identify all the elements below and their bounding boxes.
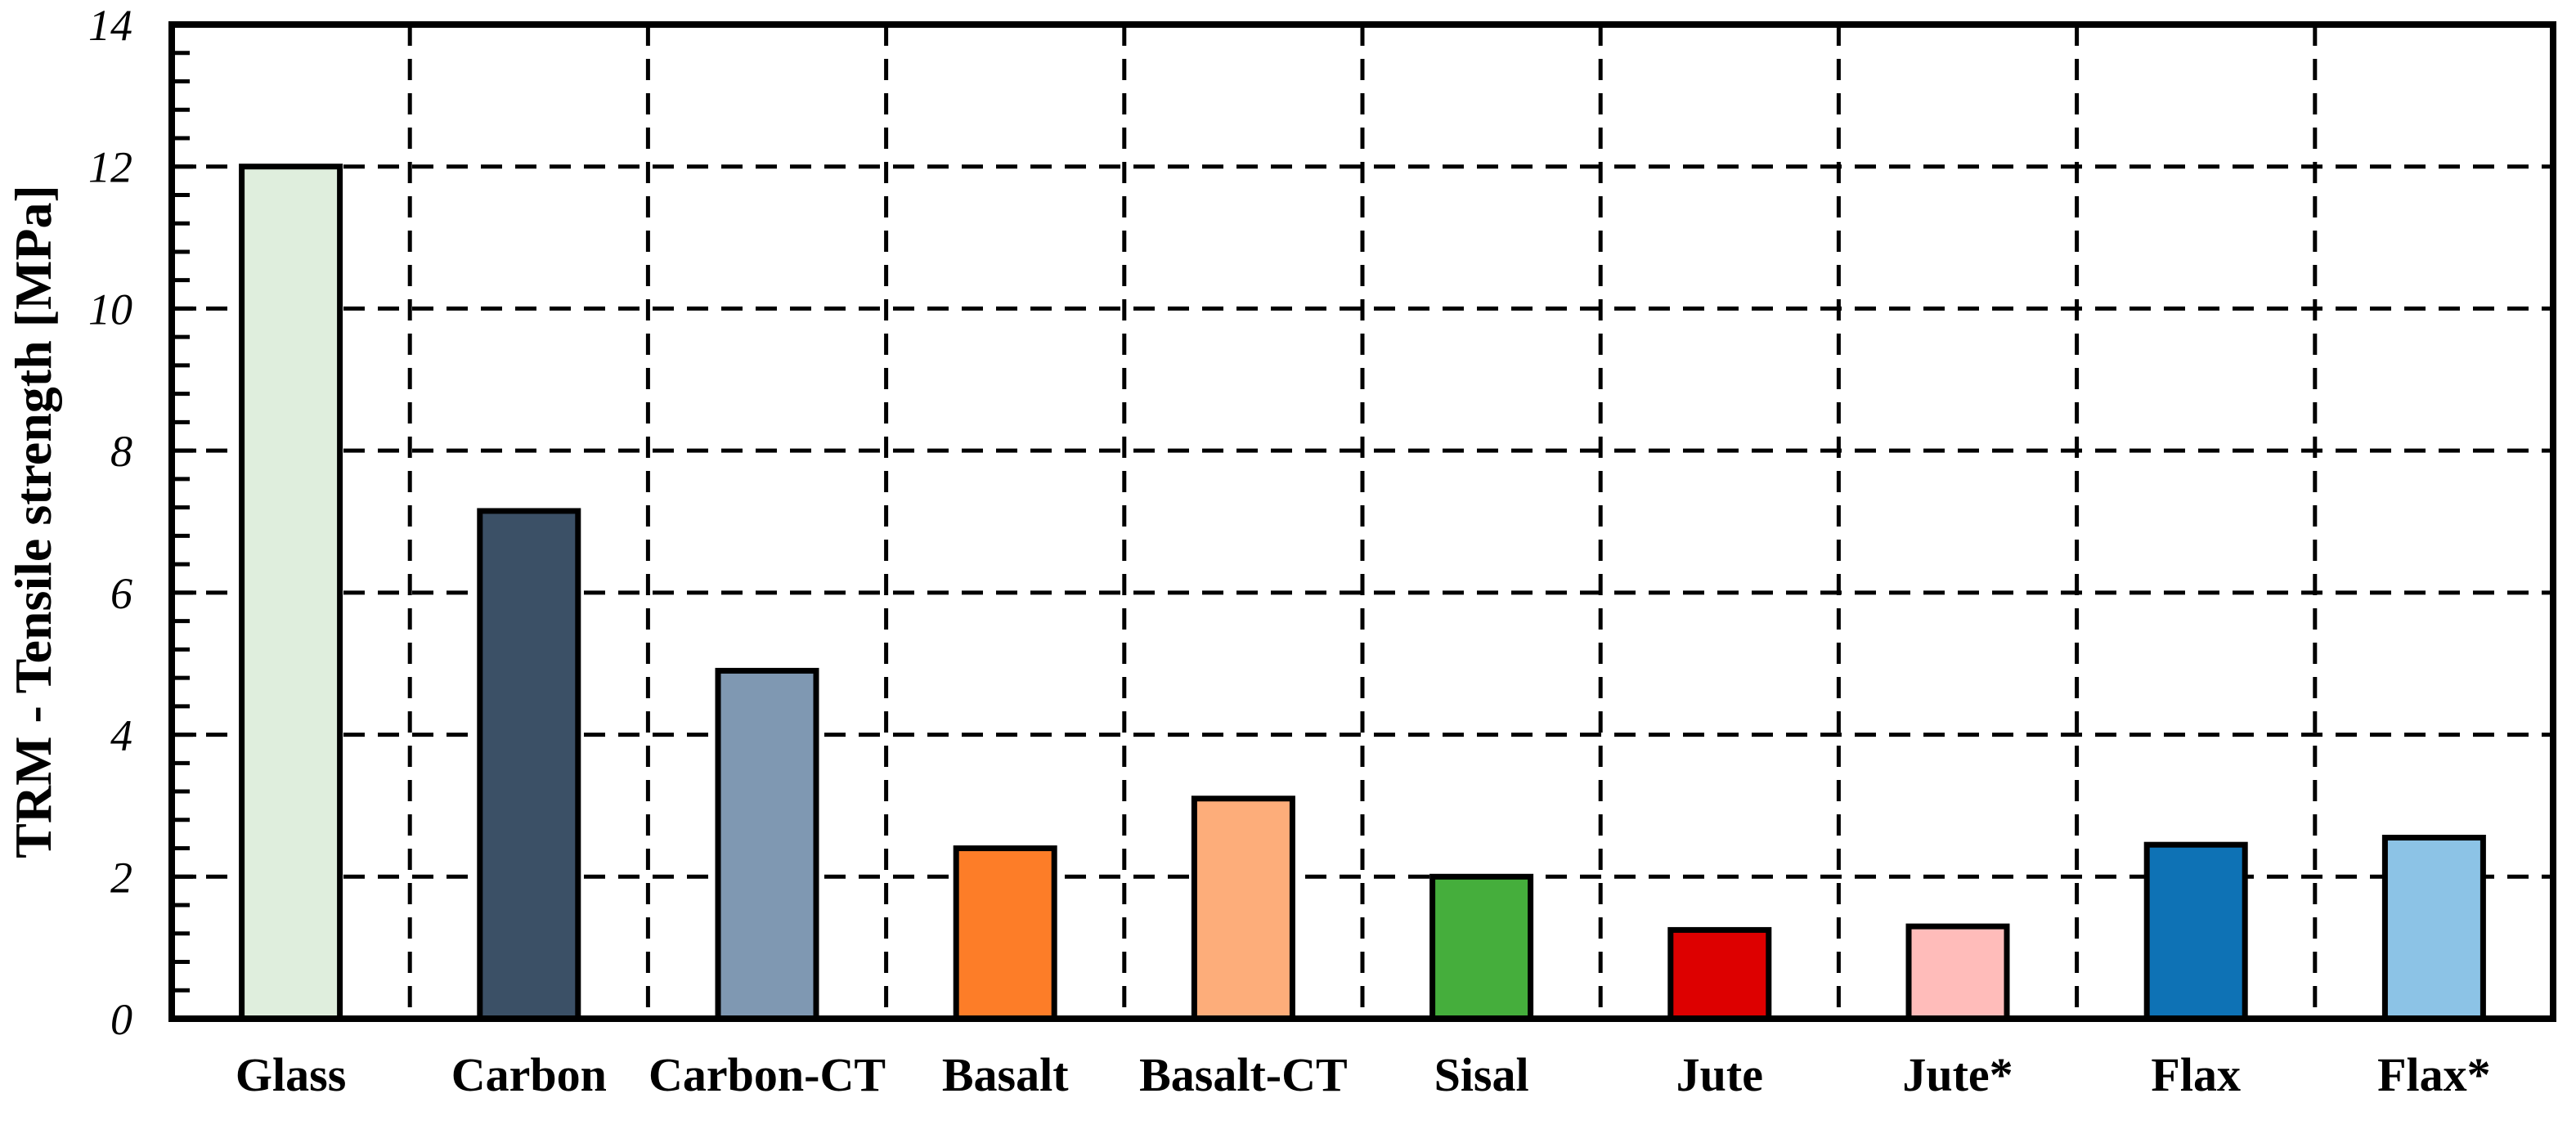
y-tick-label-12: 12 xyxy=(88,143,132,192)
y-tick-label-10: 10 xyxy=(88,285,132,334)
y-tick-label-0: 0 xyxy=(110,995,132,1044)
bar-carbon xyxy=(477,508,581,1022)
y-tick-label-6: 6 xyxy=(110,569,132,618)
category-label-basalt: Basalt xyxy=(942,1048,1069,1101)
bar-carbon-ct xyxy=(715,667,819,1022)
y-tick-label-4: 4 xyxy=(110,711,132,760)
bar-jute xyxy=(1667,926,1772,1022)
y-tick-label-8: 8 xyxy=(110,427,132,476)
bar-jute-star xyxy=(1905,923,2010,1022)
category-label-flax-star: Flax* xyxy=(2377,1048,2491,1101)
bar-glass xyxy=(239,164,343,1022)
y-tick-label-14: 14 xyxy=(88,1,132,50)
plot-border xyxy=(168,21,2556,1022)
bar-flax-star xyxy=(2381,835,2486,1022)
bar-flax xyxy=(2143,841,2248,1022)
category-label-flax: Flax xyxy=(2151,1048,2241,1101)
category-label-sisal: Sisal xyxy=(1434,1048,1529,1101)
bar-basalt-ct xyxy=(1191,796,1295,1022)
category-label-carbon: Carbon xyxy=(451,1048,607,1101)
bar-basalt xyxy=(953,845,1057,1022)
y-tick-label-2: 2 xyxy=(110,853,132,902)
category-label-basalt-ct: Basalt-CT xyxy=(1139,1048,1348,1101)
bar-sisal xyxy=(1429,873,1534,1022)
category-label-jute: Jute xyxy=(1676,1048,1763,1101)
category-label-glass: Glass xyxy=(236,1048,346,1101)
category-label-carbon-ct: Carbon-CT xyxy=(648,1048,886,1101)
category-label-jute-star: Jute* xyxy=(1902,1048,2013,1101)
y-axis-title: TRM - Tensile strength [MPa] xyxy=(4,185,62,858)
